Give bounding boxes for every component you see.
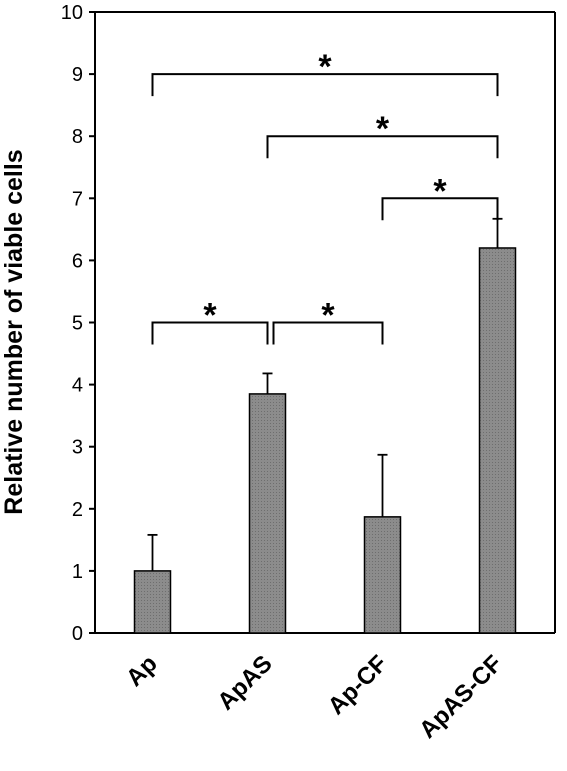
y-tick-label: 5 — [72, 313, 83, 335]
significance-label: * — [433, 172, 447, 210]
y-tick-label: 4 — [72, 375, 83, 397]
bar — [478, 247, 517, 634]
bar — [363, 516, 402, 634]
significance-label: * — [203, 297, 217, 335]
significance-label: * — [321, 297, 335, 335]
y-tick-label: 7 — [72, 188, 83, 210]
plot-area: 0 1 2 3 4 5 6 7 8 9 10 * * * * * Ap ApAS Ap-CF ApAS-CF — [61, 2, 556, 744]
y-tick-label: 8 — [72, 126, 83, 148]
y-tick-label: 3 — [72, 437, 83, 459]
x-tick-label: ApAS-CF — [414, 650, 508, 744]
y-tick-label: 6 — [72, 250, 83, 272]
significance-brackets: * * * * * — [151, 48, 499, 345]
y-tick-label: 10 — [61, 2, 83, 24]
x-tick-label: ApAS — [212, 650, 277, 715]
bar — [248, 393, 287, 634]
significance-label: * — [318, 48, 332, 86]
x-axis-labels: Ap ApAS Ap-CF ApAS-CF — [121, 650, 508, 744]
bar — [133, 570, 172, 634]
x-tick-label: Ap-CF — [323, 650, 393, 720]
significance-bracket — [151, 321, 269, 345]
significance-label: * — [376, 110, 390, 148]
y-tick-label: 1 — [72, 561, 83, 583]
error-bars — [147, 217, 503, 571]
y-axis-title: Relative number of viable cells — [0, 149, 28, 514]
significance-bracket — [381, 197, 499, 221]
y-tick-label: 2 — [72, 499, 83, 521]
significance-bracket — [151, 73, 499, 97]
y-axis-ticks: 0 1 2 3 4 5 6 7 8 9 10 — [61, 2, 95, 645]
significance-bracket — [272, 321, 384, 345]
y-tick-label: 9 — [72, 64, 83, 86]
significance-bracket — [266, 135, 499, 159]
bars — [133, 247, 517, 634]
x-tick-label: Ap — [121, 650, 163, 692]
y-tick-label: 0 — [72, 623, 83, 645]
